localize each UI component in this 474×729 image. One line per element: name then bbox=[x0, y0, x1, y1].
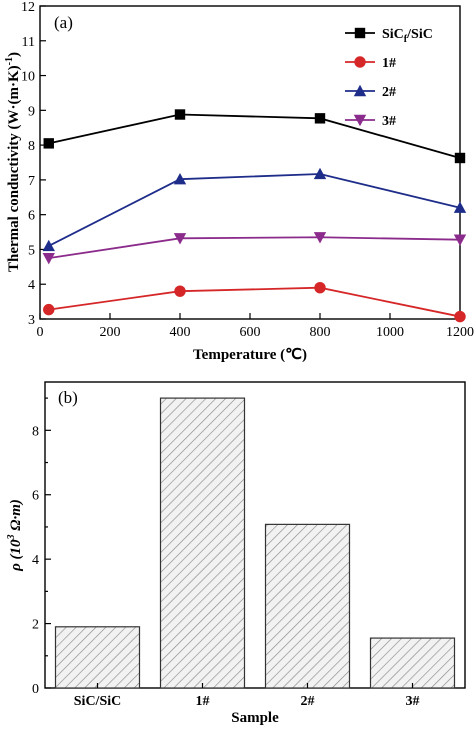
legend-marker bbox=[353, 84, 367, 97]
legend-entry: 2# bbox=[345, 84, 396, 100]
bar-chart-y-axis-label-sup: 3 bbox=[6, 534, 17, 540]
line-chart-y-axis-label-sup: -1 bbox=[4, 57, 15, 65]
data-point bbox=[173, 233, 187, 245]
line-chart-panel-label: (a) bbox=[54, 13, 73, 32]
line-chart-y-tick-label: 11 bbox=[22, 35, 35, 50]
legend-label: 3# bbox=[382, 114, 396, 129]
line-chart-y-tick-label: 6 bbox=[28, 209, 35, 224]
bar-chart-x-tick-label: 2# bbox=[301, 694, 315, 709]
line-chart-y-tick-label: 12 bbox=[21, 0, 35, 15]
data-point bbox=[174, 109, 186, 120]
legend-label-sub: f bbox=[404, 34, 408, 45]
data-point bbox=[454, 310, 466, 323]
line-chart-y-axis-label-main: Thermal conductivity (W·(m·K) bbox=[6, 65, 22, 272]
legend-entry: 3# bbox=[345, 114, 396, 129]
bar-chart-y-tick-label: 0 bbox=[32, 682, 39, 697]
bar-chart-panel-label: (b) bbox=[58, 388, 78, 407]
legend-label-rest: /SiC bbox=[406, 27, 433, 42]
line-chart-x-tick-label: 0 bbox=[37, 325, 44, 340]
legend-label: 2# bbox=[382, 85, 396, 100]
line-chart-x-tick-label: 600 bbox=[240, 325, 261, 340]
legend-label-main: SiC bbox=[382, 27, 404, 42]
bar-chart-y-tick-label: 8 bbox=[32, 424, 39, 439]
line-chart-x-tick-label: 1200 bbox=[446, 325, 474, 340]
line-chart-series bbox=[42, 109, 467, 323]
line-chart-x-tick-label: 400 bbox=[170, 325, 191, 340]
line-chart-x-tick-label: 1000 bbox=[376, 325, 404, 340]
bar bbox=[159, 397, 246, 689]
bar-chart-panel: (b) 0 2 4 6 8 SiC/SiC 1# 2# 3# Sample ρ (103 Ω·… bbox=[6, 381, 466, 726]
legend-label-main: 3# bbox=[382, 114, 396, 129]
line-chart-y-tick-label: 8 bbox=[28, 139, 35, 154]
line-series-3 bbox=[42, 167, 467, 252]
legend-label: 1# bbox=[382, 56, 396, 71]
bar-chart-y-axis-label-main: ρ (10 bbox=[8, 539, 24, 572]
bar-chart-x-tick-label: SiC/SiC bbox=[74, 694, 121, 709]
legend-entry: SiCf/SiC bbox=[345, 27, 433, 45]
line-chart-y-tick-label: 9 bbox=[28, 104, 35, 119]
line-series-1 bbox=[43, 109, 466, 164]
legend-marker bbox=[354, 27, 366, 39]
bar-chart-y-tick-label: 4 bbox=[32, 553, 39, 568]
data-point bbox=[174, 285, 186, 297]
bar-chart-y-tick-label: 6 bbox=[32, 489, 39, 504]
legend-label-main: 1# bbox=[382, 56, 396, 71]
bar-chart-bars bbox=[54, 397, 456, 689]
line-chart-plot-frame bbox=[39, 5, 461, 320]
line-series-4 bbox=[42, 232, 467, 265]
data-point bbox=[314, 113, 326, 124]
bar-chart-y-axis-label: ρ (103 Ω·m) bbox=[6, 499, 24, 572]
line-chart-y-tick-label: 4 bbox=[28, 278, 35, 293]
line-chart-x-tick-label: 800 bbox=[310, 325, 331, 340]
bar bbox=[264, 523, 351, 689]
data-point bbox=[313, 167, 327, 180]
series-line bbox=[48, 286, 461, 318]
line-series-2 bbox=[43, 282, 466, 323]
line-chart-y-axis-label: Thermal conductivity (W·(m·K)-1) bbox=[4, 52, 22, 272]
line-chart-panel: (a) 0 200 400 600 800 1000 1200 3456789101112 … bbox=[4, 0, 474, 363]
line-chart-y-ticks: 3 4 5 6 7 8 9 10 11 12 bbox=[21, 0, 46, 328]
series-line bbox=[48, 113, 461, 159]
series-line bbox=[48, 236, 461, 260]
bar bbox=[54, 626, 141, 689]
data-point bbox=[453, 234, 467, 246]
line-chart-legend: SiCf/SiC 1# 2# 3# bbox=[345, 27, 433, 129]
data-point bbox=[313, 232, 327, 244]
line-chart-y-tick-label: 5 bbox=[28, 243, 35, 258]
legend-marker bbox=[354, 56, 366, 68]
data-point bbox=[454, 152, 466, 164]
bar-chart-x-axis-label: Sample bbox=[231, 710, 279, 726]
legend-label: SiCf/SiC bbox=[382, 27, 433, 45]
bar-chart-y-tick-label: 2 bbox=[32, 618, 39, 633]
line-chart-x-axis-label: Temperature (℃) bbox=[193, 347, 307, 363]
data-point bbox=[43, 138, 54, 149]
line-chart-x-tick-label: 200 bbox=[100, 325, 121, 340]
legend-entry: 1# bbox=[345, 56, 396, 71]
bar-chart-plot-frame bbox=[44, 381, 466, 689]
data-point bbox=[42, 239, 55, 252]
line-chart-x-ticks: 0 200 400 600 800 1000 1200 bbox=[37, 313, 474, 340]
bar-chart-x-tick-label: 1# bbox=[196, 694, 210, 709]
line-chart-y-tick-label: 7 bbox=[28, 174, 35, 189]
line-chart-y-axis-label-end: ) bbox=[6, 52, 22, 57]
series-line bbox=[48, 173, 461, 247]
data-point bbox=[453, 201, 467, 213]
line-chart-y-tick-label: 10 bbox=[21, 70, 35, 85]
bar-chart-x-tick-label: 3# bbox=[406, 694, 420, 709]
bar-chart-y-ticks: 0 2 4 6 8 bbox=[32, 397, 51, 697]
bar-chart-x-ticks: SiC/SiC 1# 2# 3# bbox=[74, 683, 420, 709]
data-point bbox=[43, 303, 55, 316]
data-point bbox=[314, 282, 326, 294]
bar-chart-y-axis-label-end: Ω·m) bbox=[8, 499, 24, 534]
legend-marker bbox=[353, 114, 367, 127]
legend-label-main: 2# bbox=[382, 85, 396, 100]
data-point bbox=[42, 252, 55, 265]
line-chart-y-tick-label: 3 bbox=[28, 313, 35, 328]
bar bbox=[369, 637, 456, 689]
data-point bbox=[173, 172, 187, 185]
